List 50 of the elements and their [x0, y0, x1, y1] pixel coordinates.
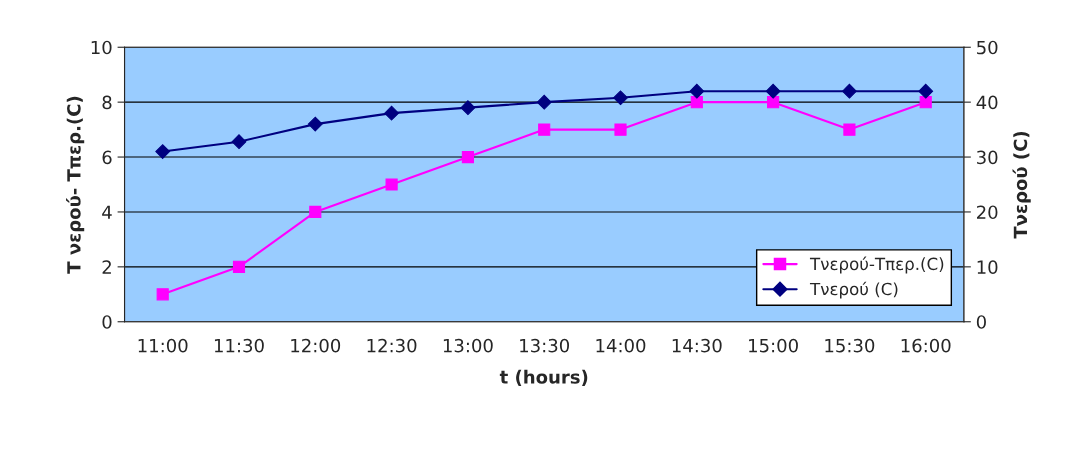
y-axis-title: T νερού- Τπερ.(C) — [66, 96, 85, 274]
x-tick-label: 13:30 — [520, 338, 570, 353]
point — [460, 100, 476, 116]
point — [689, 83, 705, 99]
point — [613, 90, 628, 106]
x-tick-label: 12:30 — [367, 338, 417, 353]
point — [767, 96, 780, 109]
point — [536, 94, 552, 110]
point — [155, 144, 171, 159]
x-tick-label: 14:30 — [672, 338, 722, 353]
point — [307, 116, 323, 132]
point — [843, 123, 856, 136]
point — [232, 260, 246, 273]
y2-tick-label: 10 — [977, 260, 998, 274]
point — [690, 96, 703, 109]
y2-tick-label: 20 — [977, 205, 998, 220]
x-tick-label: 15:30 — [825, 338, 875, 353]
y-tick-label: 0 — [102, 315, 112, 329]
point — [385, 178, 398, 191]
point — [384, 105, 399, 121]
point — [538, 123, 551, 136]
y2-tick-label: 40 — [976, 95, 998, 110]
y-tick-label: 2 — [102, 260, 111, 274]
legend-label: Τνερού-Τπερ.(C) — [809, 256, 944, 274]
y2-tick-label: 50 — [977, 40, 998, 55]
y2-tick-label: 0 — [976, 315, 986, 329]
legend-label: Τνερού (C) — [809, 281, 898, 299]
point — [156, 288, 169, 301]
point — [842, 83, 857, 99]
x-tick-label: 12:00 — [291, 338, 341, 353]
y-tick-label: 10 — [91, 40, 112, 55]
x-tick-label: 16:00 — [901, 338, 951, 353]
y2-tick-label: 30 — [977, 150, 998, 165]
point — [309, 205, 322, 219]
y-tick-label: 4 — [102, 205, 112, 219]
point — [461, 150, 474, 164]
x-axis-title: t (hours) — [499, 369, 588, 386]
y-tick-label: 8 — [102, 95, 112, 110]
y-tick-label: 6 — [102, 150, 112, 165]
point — [918, 83, 934, 99]
point — [765, 83, 781, 99]
x-tick-label: 11:00 — [138, 338, 188, 353]
point — [919, 96, 932, 109]
x-tick-label: 13:00 — [443, 338, 493, 353]
x-tick-label: 11:30 — [214, 338, 264, 353]
x-tick-label: 14:00 — [596, 338, 646, 353]
point — [614, 123, 627, 136]
point — [231, 134, 247, 150]
x-tick-label: 15:00 — [749, 338, 798, 353]
y2-axis-title: Τνερού (C) — [1012, 131, 1031, 239]
